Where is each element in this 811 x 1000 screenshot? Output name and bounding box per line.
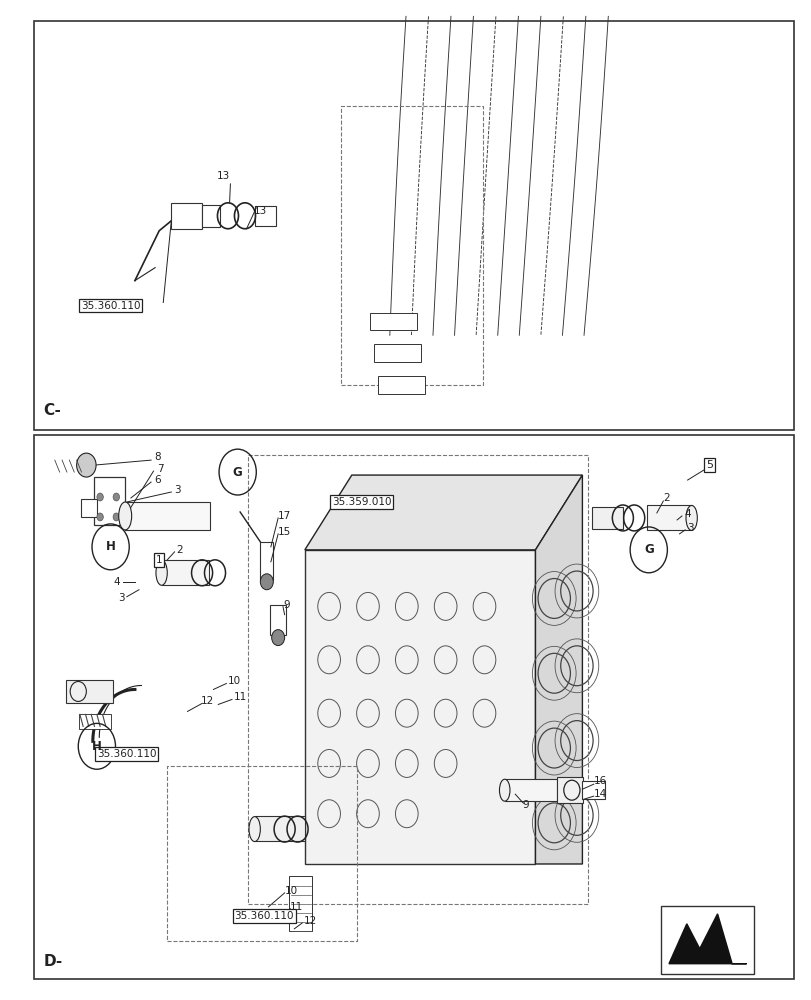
Text: 4: 4: [684, 509, 690, 519]
Bar: [581, 781, 604, 799]
Bar: [94, 477, 125, 525]
Circle shape: [97, 493, 103, 501]
Circle shape: [76, 453, 96, 477]
Text: 4: 4: [114, 577, 120, 587]
Bar: [125, 502, 210, 530]
Text: G: G: [233, 466, 242, 479]
Text: 10: 10: [228, 676, 241, 686]
Text: 35.360.110: 35.360.110: [234, 911, 294, 921]
Bar: [304, 550, 534, 864]
Text: C-: C-: [44, 403, 62, 418]
Bar: [202, 205, 220, 227]
Bar: [660, 906, 753, 974]
Text: 35.360.110: 35.360.110: [81, 301, 140, 311]
Bar: [260, 542, 273, 580]
Text: 35.359.010: 35.359.010: [332, 497, 391, 507]
Text: 13: 13: [217, 171, 230, 181]
Text: 12: 12: [303, 916, 317, 926]
Text: 5: 5: [705, 460, 712, 470]
Ellipse shape: [156, 560, 167, 585]
Bar: [161, 560, 208, 585]
Bar: [34, 435, 793, 979]
Ellipse shape: [685, 505, 697, 530]
Bar: [80, 499, 97, 517]
Text: 3: 3: [687, 523, 693, 533]
Circle shape: [113, 513, 119, 521]
Text: 16: 16: [593, 776, 606, 786]
Circle shape: [272, 630, 285, 646]
Text: D-: D-: [44, 954, 62, 969]
Bar: [255, 206, 276, 226]
Text: 11: 11: [234, 692, 247, 702]
Text: 7: 7: [157, 464, 163, 474]
Text: 35.360.110: 35.360.110: [97, 749, 157, 759]
Ellipse shape: [249, 817, 260, 842]
Text: 3: 3: [174, 485, 181, 495]
Ellipse shape: [499, 779, 509, 801]
Text: 15: 15: [277, 527, 291, 537]
Polygon shape: [304, 475, 581, 550]
Text: 12: 12: [201, 696, 214, 706]
Text: 10: 10: [284, 886, 298, 896]
Text: 17: 17: [277, 511, 291, 521]
Bar: [646, 505, 691, 530]
Bar: [270, 605, 286, 635]
Bar: [255, 816, 304, 841]
Bar: [373, 344, 420, 362]
Circle shape: [113, 493, 119, 501]
Circle shape: [260, 574, 273, 590]
Text: 3: 3: [118, 593, 124, 603]
Bar: [66, 680, 113, 703]
Bar: [556, 777, 582, 803]
Bar: [34, 21, 793, 430]
Text: 14: 14: [593, 789, 606, 799]
Text: 2: 2: [663, 493, 669, 503]
Text: 9: 9: [282, 600, 290, 610]
Text: 9: 9: [521, 800, 529, 810]
Text: G: G: [643, 543, 653, 556]
Text: 13: 13: [253, 206, 267, 216]
Text: H: H: [92, 740, 101, 753]
Bar: [289, 876, 311, 931]
Bar: [591, 507, 622, 529]
Polygon shape: [534, 475, 581, 864]
Bar: [504, 779, 556, 801]
Circle shape: [97, 513, 103, 521]
Bar: [79, 714, 111, 729]
Bar: [377, 376, 424, 394]
Bar: [369, 313, 416, 330]
Text: 6: 6: [154, 475, 161, 485]
Bar: [171, 203, 202, 229]
Text: 11: 11: [290, 902, 303, 912]
Text: 8: 8: [154, 452, 161, 462]
Text: H: H: [105, 540, 115, 553]
Text: 1: 1: [156, 555, 162, 565]
Polygon shape: [668, 914, 746, 964]
Ellipse shape: [118, 502, 131, 530]
Text: 2: 2: [176, 545, 182, 555]
